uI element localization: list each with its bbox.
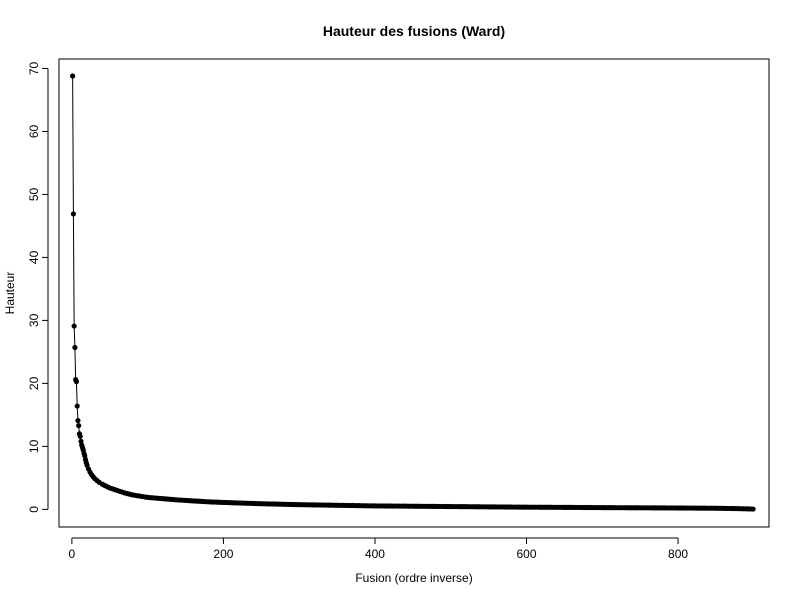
- series-line: [72, 76, 754, 510]
- x-tick-label: 400: [365, 547, 385, 561]
- x-axis-label: Fusion (ordre inverse): [355, 571, 472, 585]
- y-tick-label: 40: [27, 250, 41, 264]
- data-point: [77, 433, 83, 439]
- y-tick-label: 60: [27, 124, 41, 138]
- data-point: [750, 506, 756, 512]
- x-tick-label: 200: [213, 547, 233, 561]
- data-point: [70, 73, 76, 79]
- plot-frame: [58, 58, 770, 528]
- y-tick-label: 20: [27, 376, 41, 390]
- x-axis: 0 200 400 600 800: [69, 537, 688, 561]
- y-axis-label: Hauteur: [3, 272, 17, 315]
- data-point: [71, 323, 77, 329]
- y-tick-label: 70: [27, 61, 41, 75]
- data-point: [75, 417, 81, 424]
- data-point: [73, 378, 80, 385]
- data-point: [76, 422, 82, 429]
- y-tick-label: 10: [27, 439, 41, 453]
- y-tick-label: 0: [27, 506, 41, 513]
- y-axis: 0 10 20 30 40 50 60 70: [27, 61, 49, 513]
- chart-title: Hauteur des fusions (Ward): [323, 23, 505, 39]
- data-point: [74, 403, 80, 409]
- data-point: [70, 211, 76, 217]
- y-tick-label: 50: [27, 187, 41, 201]
- x-tick-label: 600: [517, 547, 537, 561]
- x-tick-label: 800: [668, 547, 688, 561]
- x-tick-label: 0: [69, 547, 76, 561]
- data-point: [72, 344, 78, 351]
- y-tick-label: 30: [27, 313, 41, 327]
- series-group: [70, 73, 756, 512]
